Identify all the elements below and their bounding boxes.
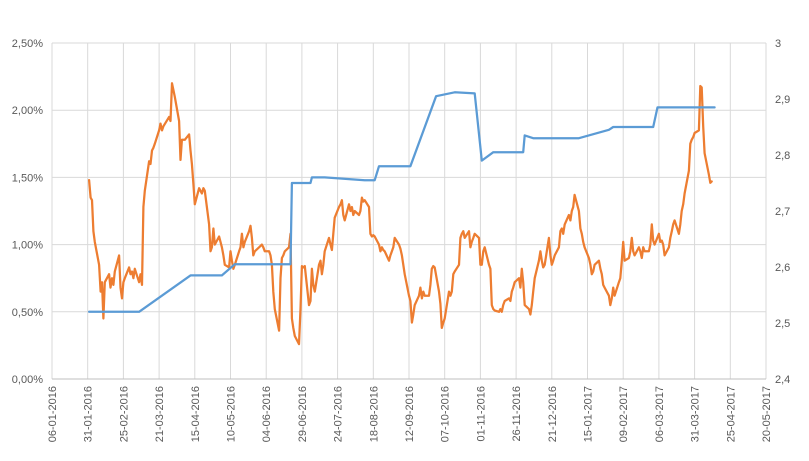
y-right-tick-label: 2,4: [775, 374, 790, 386]
x-tick-label: 15-01-2017: [583, 386, 595, 442]
y-right-tick-label: 2,9: [775, 94, 790, 106]
x-tick-label: 01-11-2016: [475, 386, 487, 441]
x-tick-label: 06-01-2016: [47, 386, 59, 442]
x-tick-label: 15-04-2016: [190, 386, 202, 442]
x-tick-label: 04-06-2016: [261, 386, 273, 442]
x-tick-label: 09-02-2017: [618, 386, 630, 442]
y-left-tick-label: 2,50%: [12, 38, 43, 50]
x-tick-label: 12-09-2016: [404, 386, 416, 442]
x-tick-label: 25-02-2016: [118, 386, 130, 442]
x-tick-label: 21-03-2016: [154, 386, 166, 442]
x-tick-label: 31-03-2017: [690, 386, 702, 442]
series-line-left-axis: [87, 82, 713, 346]
y-right-tick-label: 2,7: [775, 206, 790, 218]
x-tick-label: 26-11-2016: [511, 386, 523, 441]
y-left-tick-label: 1,50%: [12, 172, 43, 184]
x-tick-label: 24-07-2016: [333, 386, 345, 442]
y-right-tick-label: 2,5: [775, 318, 790, 330]
x-tick-label: 10-05-2016: [226, 386, 238, 442]
y-right-tick-label: 3: [775, 38, 781, 50]
gridlines: [51, 42, 767, 380]
series-line-right-axis: [87, 91, 716, 313]
y-left-tick-label: 0,00%: [12, 374, 43, 386]
y-right-tick-label: 2,6: [775, 262, 790, 274]
x-tick-label: 20-05-2017: [761, 386, 773, 442]
x-tick-label: 06-03-2017: [654, 386, 666, 442]
y-right-tick-label: 2,8: [775, 150, 790, 162]
y-left-tick-label: 0,50%: [12, 307, 43, 319]
series-lines: [87, 82, 716, 346]
tick-labels: 0,00% 0,50% 1,00% 1,50% 2,00% 2,50% 2,4 2,5 2,6 2…: [12, 38, 791, 442]
x-tick-label: 31-01-2016: [83, 386, 95, 442]
y-left-tick-label: 1,00%: [12, 240, 43, 252]
x-tick-label: 29-06-2016: [297, 386, 309, 442]
x-tick-label: 21-12-2016: [547, 386, 559, 442]
x-tick-label: 18-08-2016: [368, 386, 380, 442]
x-tick-label: 07-10-2016: [440, 386, 452, 442]
x-tick-label: 25-04-2017: [725, 386, 737, 442]
y-left-tick-label: 2,00%: [12, 105, 43, 117]
